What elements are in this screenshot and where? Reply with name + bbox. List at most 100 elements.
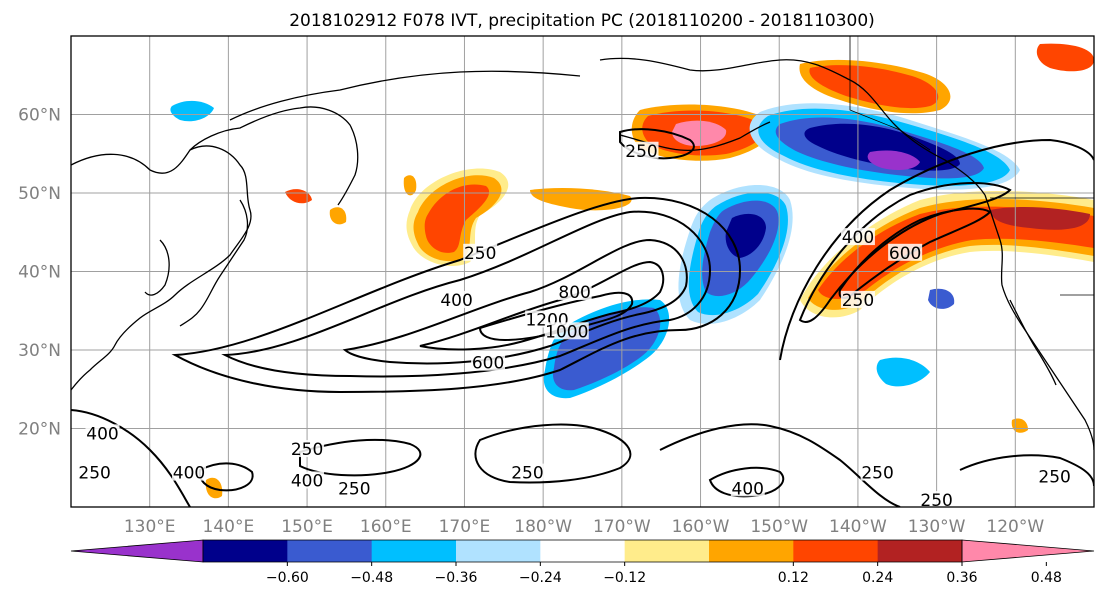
contour-label-background [840, 290, 875, 308]
contour-label-background [172, 463, 207, 481]
colorbar-segment [793, 540, 879, 562]
contour-label-background [337, 479, 372, 497]
longitude-label: 130°E [124, 517, 176, 537]
colorbar-tick-label: −0.12 [603, 570, 646, 586]
ivt-contour-250 [659, 423, 901, 507]
precip-positive-region [424, 184, 490, 253]
longitude-label: 150°E [281, 517, 333, 537]
longitude-label: 120°W [986, 517, 1044, 537]
contour-label: 250 [338, 479, 370, 499]
contour-label-background [439, 290, 474, 308]
ivt-contour-250 [71, 409, 191, 507]
contour-label-background [290, 471, 325, 489]
longitude-label: 170°W [593, 517, 651, 537]
latitude-labels: 60°N 50°N 40°N 30°N 20°N [18, 106, 61, 440]
contour-label: 250 [464, 244, 496, 264]
precip-positive-region [818, 206, 1094, 299]
colorbar-tick-label: 0.36 [946, 570, 977, 586]
coastline-baja [1009, 299, 1057, 386]
ivt-contour-250 [779, 138, 1094, 361]
contour-label: 600 [889, 244, 921, 264]
contour-label: 600 [472, 354, 504, 374]
coastline-alaska [599, 57, 986, 196]
contour-label-background [544, 322, 589, 340]
colorbar-tick-label: −0.48 [350, 570, 393, 586]
ivt-contour-400 [708, 466, 785, 498]
longitude-label: 140°W [829, 517, 887, 537]
contour-label: 400 [86, 424, 118, 444]
contour-label-background [557, 283, 592, 301]
contour-label: 400 [732, 479, 764, 499]
contour-label: 400 [440, 291, 472, 311]
latitude-label: 30°N [18, 341, 61, 361]
colorbar-segment [877, 540, 963, 562]
colorbar-tick-label: −0.60 [266, 570, 309, 586]
longitude-label: 150°W [750, 517, 808, 537]
coastline-siberia-north [229, 70, 581, 121]
precip-shading [170, 43, 1094, 499]
contour-label: 400 [173, 464, 205, 484]
ivt-contour-400 [798, 182, 1012, 323]
contour-label: 250 [842, 291, 874, 311]
precip-positive-region [672, 120, 727, 146]
colorbar-segment [456, 540, 541, 562]
precip-negative-region [804, 123, 960, 171]
contour-label: 250 [920, 491, 952, 511]
precip-positive-region [928, 288, 955, 309]
contour-label-background [290, 440, 325, 458]
contour-label: 250 [78, 464, 110, 484]
ivt-contour-250 [299, 438, 422, 477]
colorbar-segment [709, 540, 794, 562]
colorbar-extend-low [70, 539, 204, 563]
map-frame [70, 35, 1095, 508]
colorbar-tick-label: 0.24 [862, 570, 893, 586]
longitude-label: 170°E [439, 517, 491, 537]
latitude-label: 60°N [18, 106, 61, 126]
contour-label-background [463, 243, 498, 261]
longitude-label: 160°W [672, 517, 730, 537]
precip-positive-region [329, 207, 347, 225]
longitude-label: 180°W [514, 517, 572, 537]
contour-label-background [471, 353, 506, 371]
contour-label: 250 [1038, 468, 1070, 488]
contour-label: 250 [861, 464, 893, 484]
precip-positive-region [1036, 43, 1094, 72]
contour-label-background [888, 243, 923, 261]
colorbar-extend-high [961, 539, 1095, 563]
latitude-label: 20°N [18, 420, 61, 440]
contour-label-background [860, 463, 895, 481]
contour-label-background [510, 463, 545, 481]
figure-title: 2018102912 F078 IVT, precipitation PC (2… [289, 11, 875, 31]
contour-label-background [77, 463, 112, 481]
contour-label-background [85, 424, 120, 442]
coastline-siberia [189, 106, 359, 206]
colorbar-segment [371, 540, 457, 562]
contour-label-background [730, 479, 765, 497]
contour-label: 250 [291, 440, 323, 460]
contour-label-background [919, 491, 954, 507]
precip-positive-region [403, 175, 417, 196]
colorbar-segment [287, 540, 373, 562]
coastlines [71, 36, 1094, 451]
ivt-contour-400 [198, 462, 254, 492]
colorbar-segment [624, 540, 710, 562]
precip-negative-region [867, 150, 920, 170]
longitude-labels: 130°E 140°E 150°E 160°E 170°E 180°W 170°W 160°W… [124, 517, 1045, 537]
longitude-label: 160°E [360, 517, 412, 537]
border-alaska-canada [849, 36, 931, 151]
colorbar-tick-label: −0.36 [435, 570, 478, 586]
ivt-contour-600 [342, 238, 688, 365]
graticule [71, 36, 1094, 507]
ivt-contour-1000 [478, 291, 634, 342]
latitude-label: 40°N [18, 263, 61, 283]
colorbar-segment [203, 540, 288, 562]
ivt-contour-250 [474, 423, 632, 484]
contour-label-background [1037, 467, 1072, 485]
ivt-contour-250 [959, 454, 1094, 487]
colorbar-segment [540, 540, 626, 562]
coastline-japan [179, 199, 249, 327]
contour-label: 250 [625, 142, 657, 162]
